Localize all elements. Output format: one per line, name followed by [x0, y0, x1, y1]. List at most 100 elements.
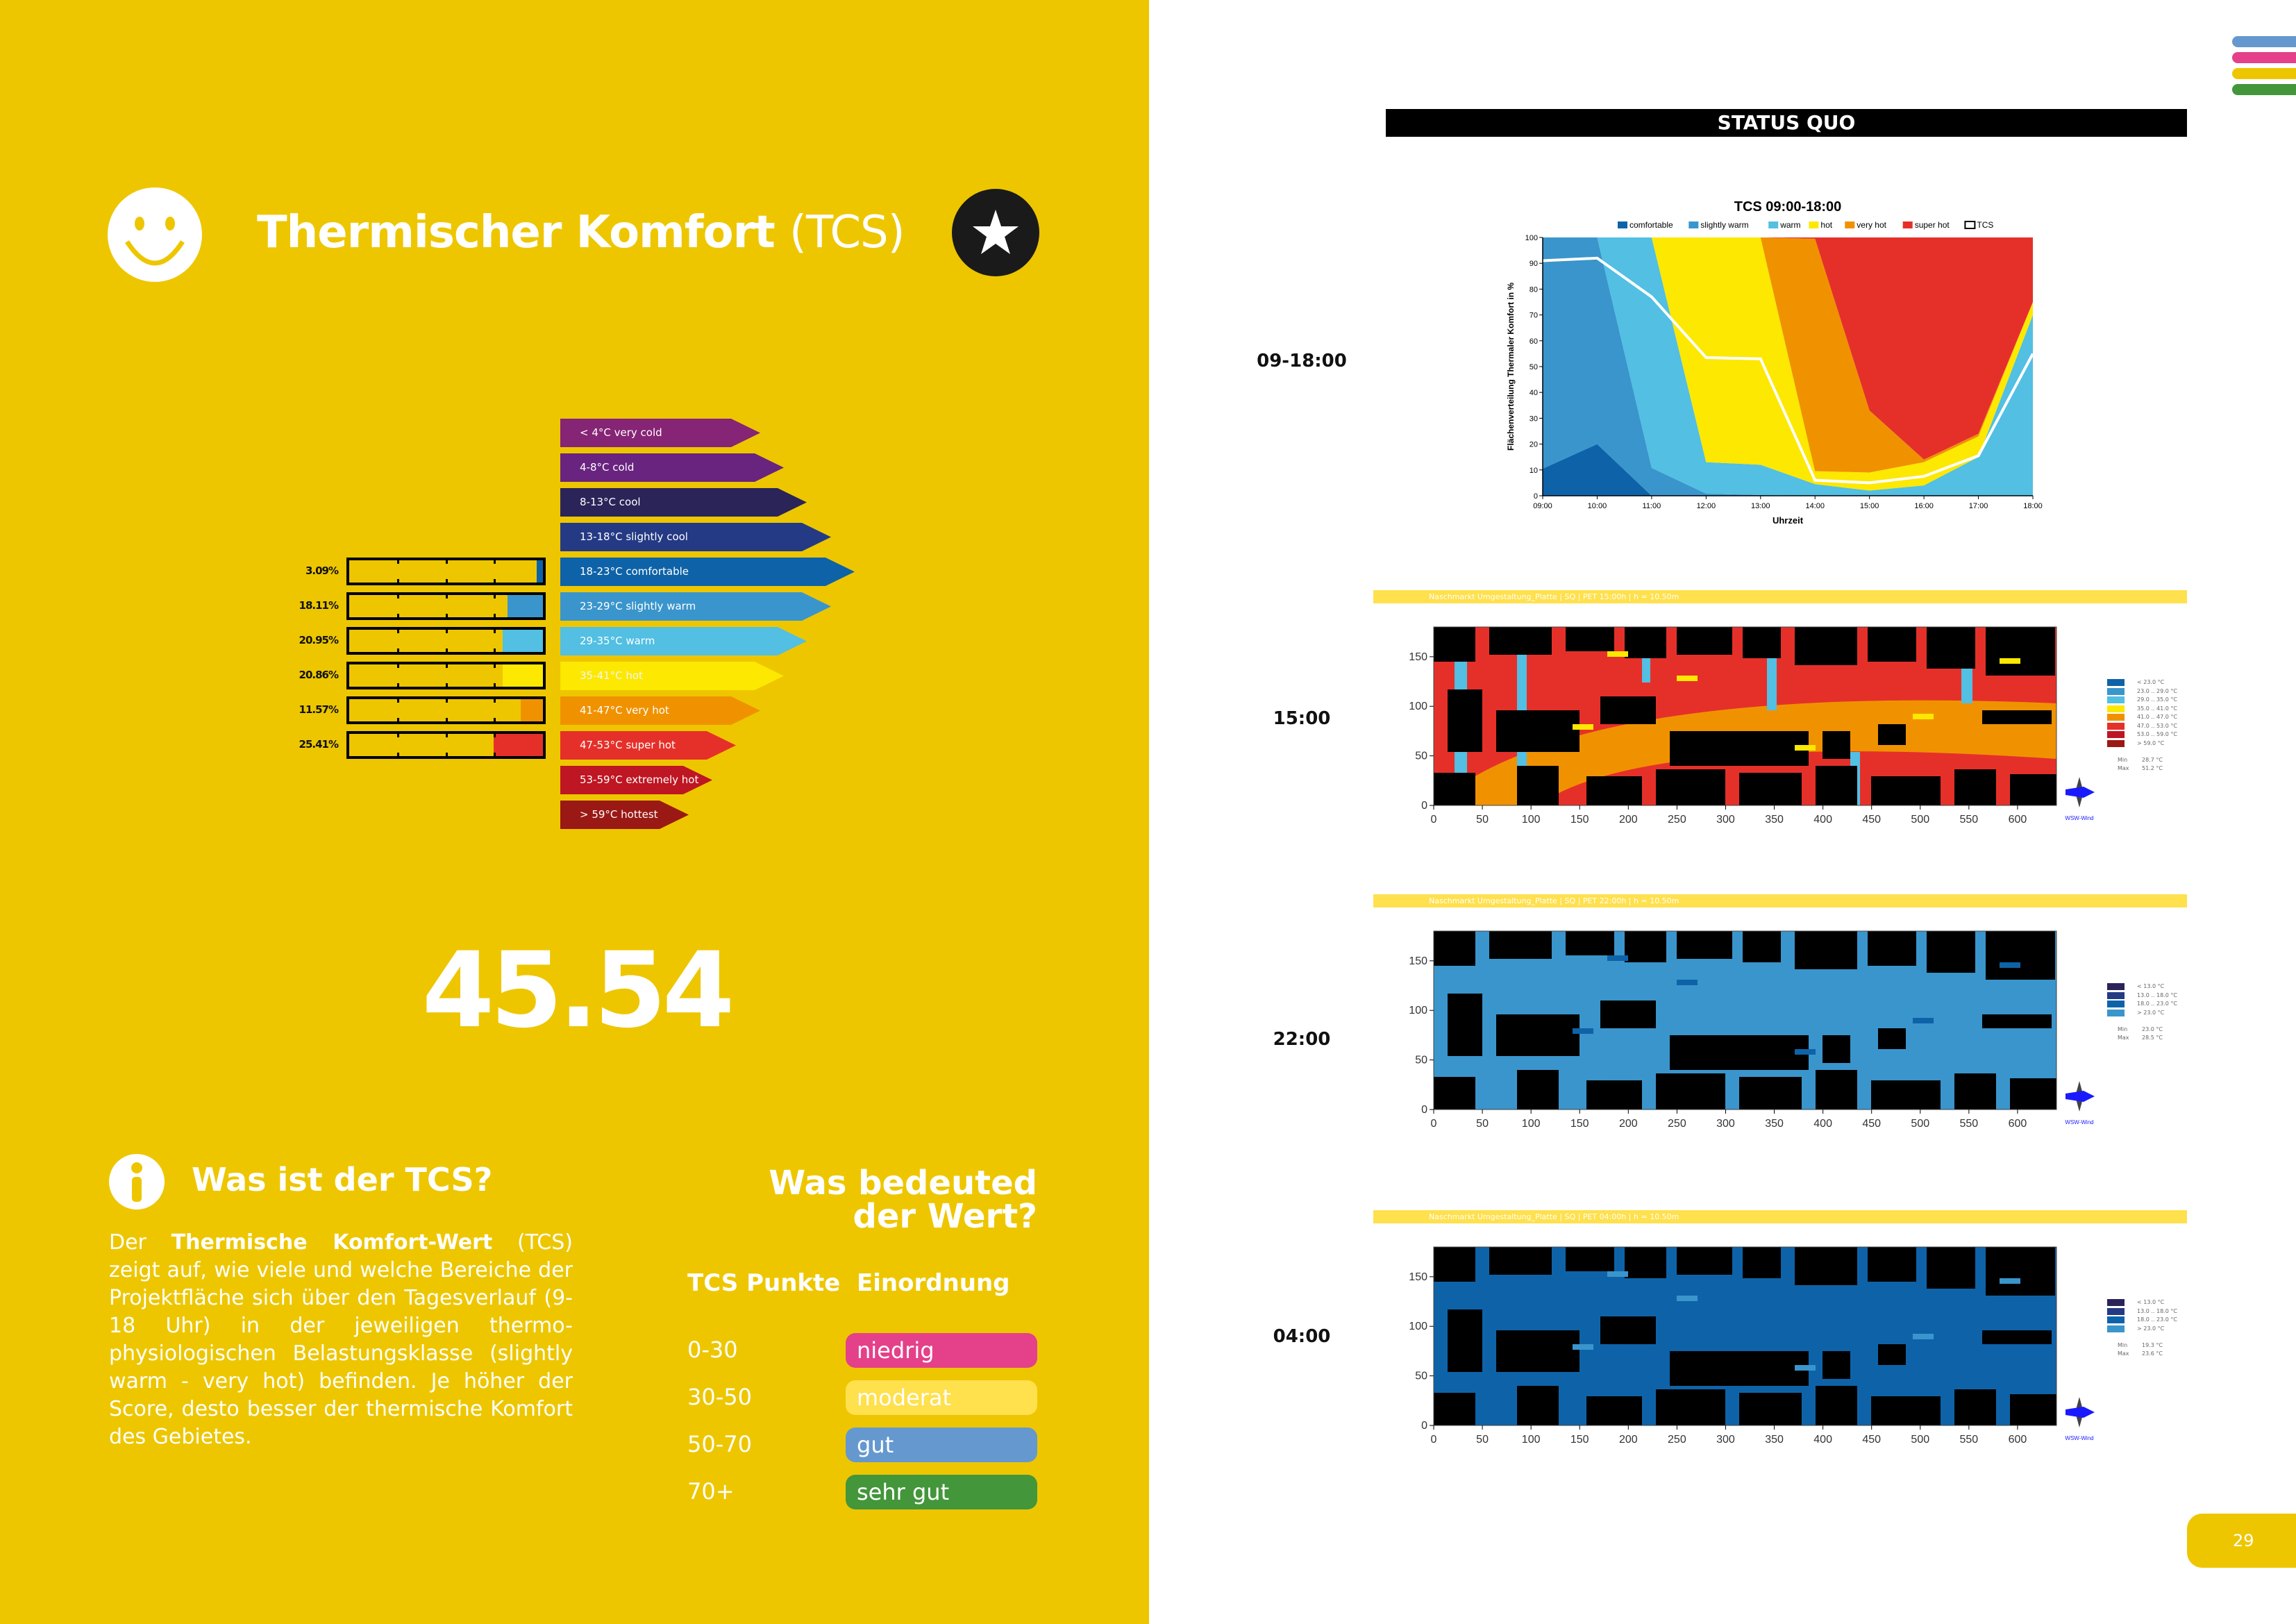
- building: [1878, 1028, 1906, 1049]
- building: [1986, 931, 2055, 980]
- legend-label: 13.0 .. 18.0 °C: [2137, 991, 2177, 998]
- info-heading: Was ist der TCS?: [192, 1161, 493, 1198]
- bar-tick: [445, 614, 448, 618]
- rating-pill: sehr gut: [846, 1475, 1037, 1509]
- bar-tick: [396, 560, 399, 564]
- bar-tick: [445, 579, 448, 583]
- x-tick-label: 13:00: [1751, 502, 1770, 510]
- legend-label: > 23.0 °C: [2137, 1009, 2165, 1016]
- col-header-rating: Einordnung: [857, 1269, 1010, 1297]
- time-label: 04:00: [1273, 1326, 1331, 1347]
- share-bar: [346, 662, 546, 689]
- x-tick-label: 350: [1765, 1434, 1784, 1446]
- class-label: 47-53°C super hot: [580, 739, 676, 751]
- bar-tick: [445, 594, 448, 598]
- x-tick-label: 18:00: [2023, 502, 2043, 510]
- building: [1434, 931, 1475, 966]
- building: [1816, 766, 1857, 805]
- x-tick-label: 11:00: [1643, 502, 1661, 510]
- class-label: 13-18°C slightly cool: [580, 530, 688, 543]
- rating-pill: moderat: [846, 1380, 1037, 1415]
- class-arrow: 35-41°C hot: [560, 662, 784, 690]
- section-tab: [2232, 36, 2296, 47]
- bar-tick: [494, 733, 496, 737]
- legend-swatch: [1902, 221, 1913, 228]
- y-tick-label: 100: [1409, 1005, 1427, 1016]
- class-arrow: 18-23°C comfortable: [560, 558, 855, 586]
- x-tick-label: 15:00: [1860, 502, 1879, 510]
- pet-map: 0 50 100 150 200 250 300 350 400 450 500 550 600 0 50 1…: [1409, 930, 2095, 1130]
- share-bar: [346, 731, 546, 759]
- wind-label: WSW-Wind: [2065, 1119, 2093, 1125]
- bar-tick: [396, 648, 399, 653]
- bar-tick: [396, 698, 399, 703]
- compass-arrow: [2065, 1091, 2095, 1102]
- class-label: < 4°C very cold: [580, 426, 662, 439]
- area-warm: [1543, 237, 2033, 496]
- building: [1489, 1247, 1552, 1275]
- bar-tick: [494, 683, 496, 687]
- building: [1795, 931, 1857, 969]
- x-tick-label: 100: [1522, 1434, 1541, 1446]
- building: [1670, 1351, 1809, 1386]
- bar-tick: [445, 698, 448, 703]
- class-label: 18-23°C comfortable: [580, 565, 689, 578]
- bar-tick: [445, 718, 448, 722]
- x-tick-label: 200: [1619, 1118, 1638, 1130]
- building: [1448, 1309, 1482, 1372]
- building: [1954, 769, 1996, 805]
- building: [2010, 1078, 2056, 1110]
- legend-swatch: [2107, 705, 2125, 712]
- y-tick-label: 150: [1409, 955, 1427, 967]
- building: [1625, 1247, 1666, 1278]
- building: [1739, 1393, 1802, 1425]
- legend-label: super hot: [1915, 220, 1950, 230]
- x-tick-label: 250: [1668, 1118, 1686, 1130]
- x-tick-label: 50: [1476, 814, 1489, 826]
- smiley-icon: [108, 187, 202, 282]
- legend-swatch: [2107, 679, 2125, 686]
- legend-label: hot: [1820, 220, 1832, 230]
- class-label: > 59°C hottest: [580, 808, 658, 821]
- building: [1677, 627, 1732, 655]
- area-hot: [1543, 237, 2033, 491]
- building: [1448, 994, 1482, 1056]
- x-tick-label: 500: [1911, 1118, 1929, 1130]
- bar-tick: [494, 614, 496, 618]
- bar-tick: [494, 718, 496, 722]
- building: [1656, 1389, 1725, 1425]
- legend-label: 18.0 .. 23.0 °C: [2137, 1001, 2177, 1007]
- x-tick-label: 16:00: [1914, 502, 1934, 510]
- legend-label: 13.0 .. 18.0 °C: [2137, 1307, 2177, 1314]
- x-tick-label: 09:00: [1533, 502, 1552, 510]
- x-tick-label: 50: [1476, 1434, 1489, 1446]
- building: [1982, 710, 2052, 724]
- map-frame: [1433, 930, 2057, 1110]
- text-post: (TCS) zeigt auf, wie viele und welche Be…: [109, 1230, 573, 1449]
- building: [1566, 1247, 1614, 1271]
- legend-label: > 59.0 °C: [2137, 739, 2165, 746]
- text-bold: Thermische Komfort-Wert: [171, 1230, 493, 1255]
- wind-compass-icon: [2065, 1081, 2095, 1112]
- legend-swatch: [2107, 983, 2125, 990]
- score-range: 0-30: [687, 1337, 738, 1363]
- map-spot: [1607, 651, 1628, 657]
- map-spot: [1677, 676, 1698, 681]
- bar-tick: [494, 664, 496, 668]
- building: [1566, 931, 1614, 955]
- tcs-area-chart: TCS 09:00-18:00 0 10 20 30 40 50 60 70 80 90 100 09:…: [1506, 199, 2043, 526]
- y-tick-label: 10: [1530, 467, 1538, 475]
- building: [1434, 627, 1475, 662]
- building: [1822, 1035, 1850, 1063]
- map-spot: [2000, 1278, 2020, 1284]
- legend-swatch: [2107, 1307, 2125, 1315]
- wind-label: WSW-Wind: [2065, 1435, 2093, 1441]
- bar-tick: [494, 698, 496, 703]
- x-tick-label: 300: [1716, 1434, 1735, 1446]
- score-range: 30-50: [687, 1384, 752, 1410]
- map-title-banner: Naschmarkt Umgestaltung_Platte | SQ | PE…: [1373, 590, 2187, 603]
- class-arrow: 53-59°C extremely hot: [560, 766, 712, 794]
- time-label: 22:00: [1273, 1029, 1331, 1050]
- map-spot: [2000, 962, 2020, 968]
- bar-tick: [494, 648, 496, 653]
